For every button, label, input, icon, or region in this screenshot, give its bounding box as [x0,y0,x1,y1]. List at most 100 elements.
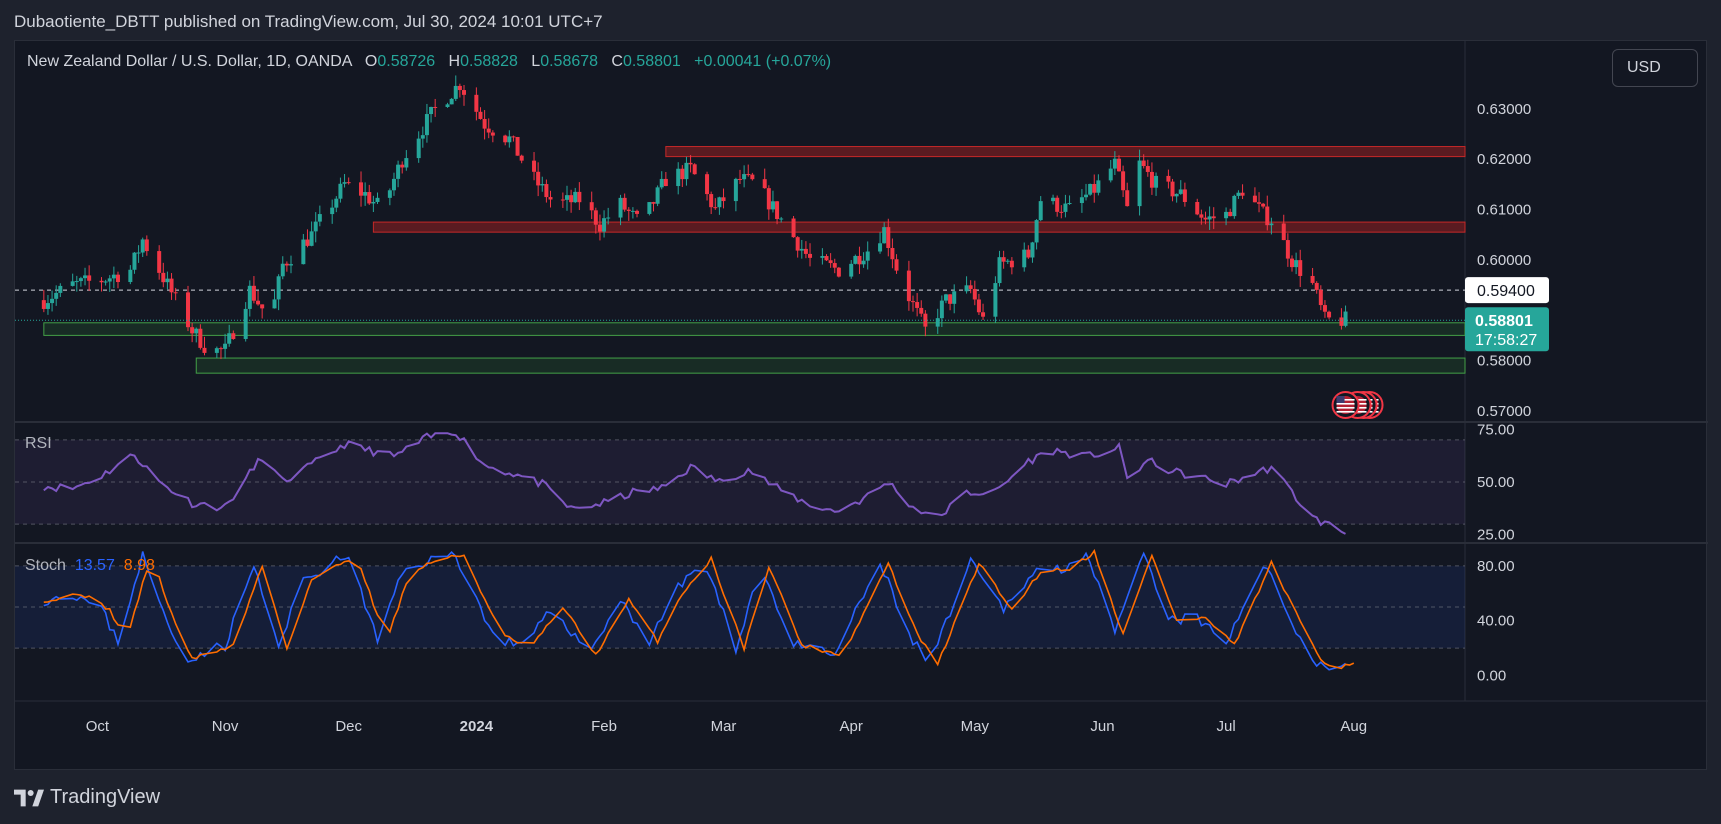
candle-body [1112,158,1117,169]
candle-body [948,294,953,304]
candle-body [647,202,652,214]
candle-body [1289,258,1294,268]
candle-body [1051,197,1056,202]
candle-body [214,348,219,353]
candle-body [111,274,116,279]
candle-body [1096,180,1101,193]
candle-body [136,252,141,254]
candle-body [705,174,710,195]
candle-body [1030,242,1035,258]
current-price-badge [1465,307,1549,352]
candle-body [532,160,537,172]
candle-body [309,231,314,246]
candle-body [795,237,800,251]
candle-body [330,207,335,215]
candle-body [1314,282,1319,290]
candle-body [256,300,261,305]
candle-body [338,183,343,199]
candle-body [721,197,726,202]
candle-body [597,224,602,232]
candle-body [276,276,281,300]
symbol-title[interactable]: New Zealand Dollar / U.S. Dollar, 1D, OA… [27,53,352,70]
tradingview-brand[interactable]: TradingView [14,786,160,809]
price-tick-label: 0.62000 [1477,151,1531,168]
candle-body [849,263,854,277]
candle-body [161,272,166,283]
candle-body [231,333,236,339]
flag-stripe [1336,399,1355,401]
candle-body [103,281,108,283]
candle-body [820,256,825,258]
candle-body [260,304,265,309]
candle-body [799,248,804,251]
candle-body [1265,206,1270,226]
candle-body [968,285,973,289]
candle-body [923,313,928,327]
candle-body [663,178,668,187]
candle-body [717,197,722,208]
candle-body [882,227,887,244]
candle-body [742,174,747,180]
high-label: H [448,53,461,70]
candle-body [770,201,775,210]
time-tick-label: Jun [1090,718,1114,735]
candle-body [519,155,524,161]
candle-body [317,214,322,222]
rsi-label[interactable]: RSI [25,435,52,452]
candle-body [655,187,660,204]
candle-body [173,292,178,294]
candle-body [548,197,553,200]
candle-body [709,194,714,208]
marked-level-badge [1465,277,1549,304]
time-tick-label: Apr [840,718,863,735]
stoch-tick-label: 40.00 [1477,613,1515,630]
candle-body [1310,275,1315,283]
candle-body [544,184,549,198]
candle-body [762,179,767,189]
resistance-zone [665,146,1466,158]
candle-body [280,263,285,277]
candle-body [387,190,392,198]
candle-body [651,202,656,204]
candle-body [791,218,796,238]
candle-body [1022,249,1027,268]
close-value: 0.58801 [622,53,681,70]
candle-body [1199,214,1204,218]
support-zone [43,322,1466,336]
candle-body [906,270,911,302]
candle-body [1001,257,1006,262]
candle-body [886,227,891,248]
candle-body [993,283,998,317]
candle-body [635,210,640,214]
candle-body [1116,158,1121,172]
candle-body [247,285,252,309]
candle-body [391,178,396,191]
price-tick-label: 0.61000 [1477,201,1531,218]
candle-body [144,239,149,252]
chart-canvas[interactable]: 0.63000 0.62000 0.61000 0.60000 0.58000 0.570… [15,41,1708,771]
candle-body [1269,223,1274,226]
currency-button[interactable]: USD [1612,49,1698,87]
candle-body [890,247,895,260]
price-tick-label: 0.63000 [1477,101,1531,118]
candle-body [1203,217,1208,220]
candle-body [1178,189,1183,194]
candle-body [560,199,565,201]
current-price-label: 0.58801 [1475,313,1533,330]
candle-body [128,269,133,283]
candle-body [915,302,920,308]
candle-body [478,111,483,119]
candle-body [503,135,508,143]
candle-body [445,104,450,107]
candle-body [474,94,479,112]
candle-body [1009,260,1014,268]
candle-body [828,260,833,264]
candle-body [400,164,405,168]
stoch-legend[interactable]: Stoch 13.57 8.98 [25,557,155,575]
candle-body [223,343,228,349]
low-label: L [531,53,541,70]
candle-body [1240,192,1245,196]
candle-body [1224,211,1229,219]
candle-body [511,136,516,138]
candle-body [396,164,401,179]
